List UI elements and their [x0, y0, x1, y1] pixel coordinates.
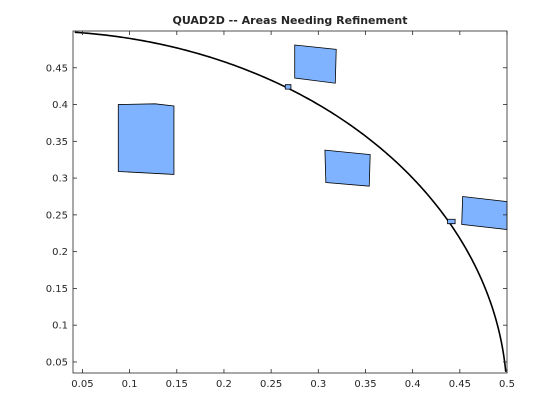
refinement-region-3 — [324, 149, 371, 187]
y-tick-label: 0.05 — [46, 357, 68, 368]
y-tick-label: 0.15 — [46, 284, 68, 295]
refinement-region-1 — [117, 103, 175, 175]
chart-title: QUAD2D -- Areas Needing Refinement — [172, 14, 407, 27]
refinement-region-6 — [447, 218, 456, 225]
y-tick-label: 0.3 — [52, 174, 68, 185]
x-tick-label: 0.2 — [216, 379, 232, 390]
x-tick-label: 0.4 — [405, 379, 421, 390]
x-tick-label: 0.05 — [71, 379, 93, 390]
y-tick-label: 0.4 — [52, 100, 68, 111]
boundary-curve — [74, 31, 507, 372]
x-tick-label: 0.45 — [449, 379, 471, 390]
refinement-region-4 — [461, 196, 508, 231]
x-tick-label: 0.15 — [166, 379, 188, 390]
tick-layer: 0.05 0.1 0.15 0.2 0.25 0.3 0.35 0.4 0.45 0.5 0.05 0… — [46, 31, 515, 390]
y-tick-label: 0.25 — [46, 210, 68, 221]
x-tick-label: 0.25 — [260, 379, 282, 390]
curve-layer — [74, 31, 507, 372]
y-tick-label: 0.35 — [46, 137, 68, 148]
x-tick-label: 0.5 — [499, 379, 515, 390]
axes-box — [72, 30, 508, 374]
refinement-region-2 — [294, 44, 337, 84]
x-tick-label: 0.1 — [122, 379, 138, 390]
y-tick-label: 0.45 — [46, 63, 68, 74]
x-tick-label: 0.35 — [354, 379, 376, 390]
y-tick-label: 0.1 — [52, 321, 68, 332]
y-tick-label: 0.2 — [52, 247, 68, 258]
refinement-region-5 — [284, 84, 292, 90]
x-tick-label: 0.3 — [310, 379, 326, 390]
plot-area — [73, 31, 507, 373]
